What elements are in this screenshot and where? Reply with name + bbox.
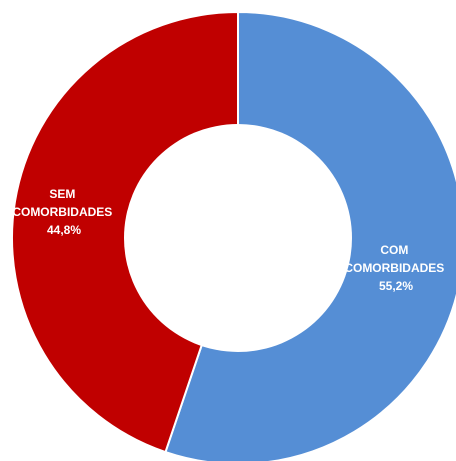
label-com-comorbidades: COM COMORBIDADES 55,2% (344, 243, 447, 293)
value-sem-comorbidades: 44,8% (47, 223, 81, 237)
label-sem-line1: SEM (49, 187, 75, 201)
value-com-comorbidades: 55,2% (379, 279, 413, 293)
label-com-line1: COM (380, 243, 408, 257)
donut-hole (124, 124, 352, 352)
label-sem-comorbidades: SEM COMORBIDADES 44,8% (12, 187, 115, 237)
label-sem-line2: COMORBIDADES (12, 205, 112, 219)
label-com-line2: COMORBIDADES (344, 261, 444, 275)
